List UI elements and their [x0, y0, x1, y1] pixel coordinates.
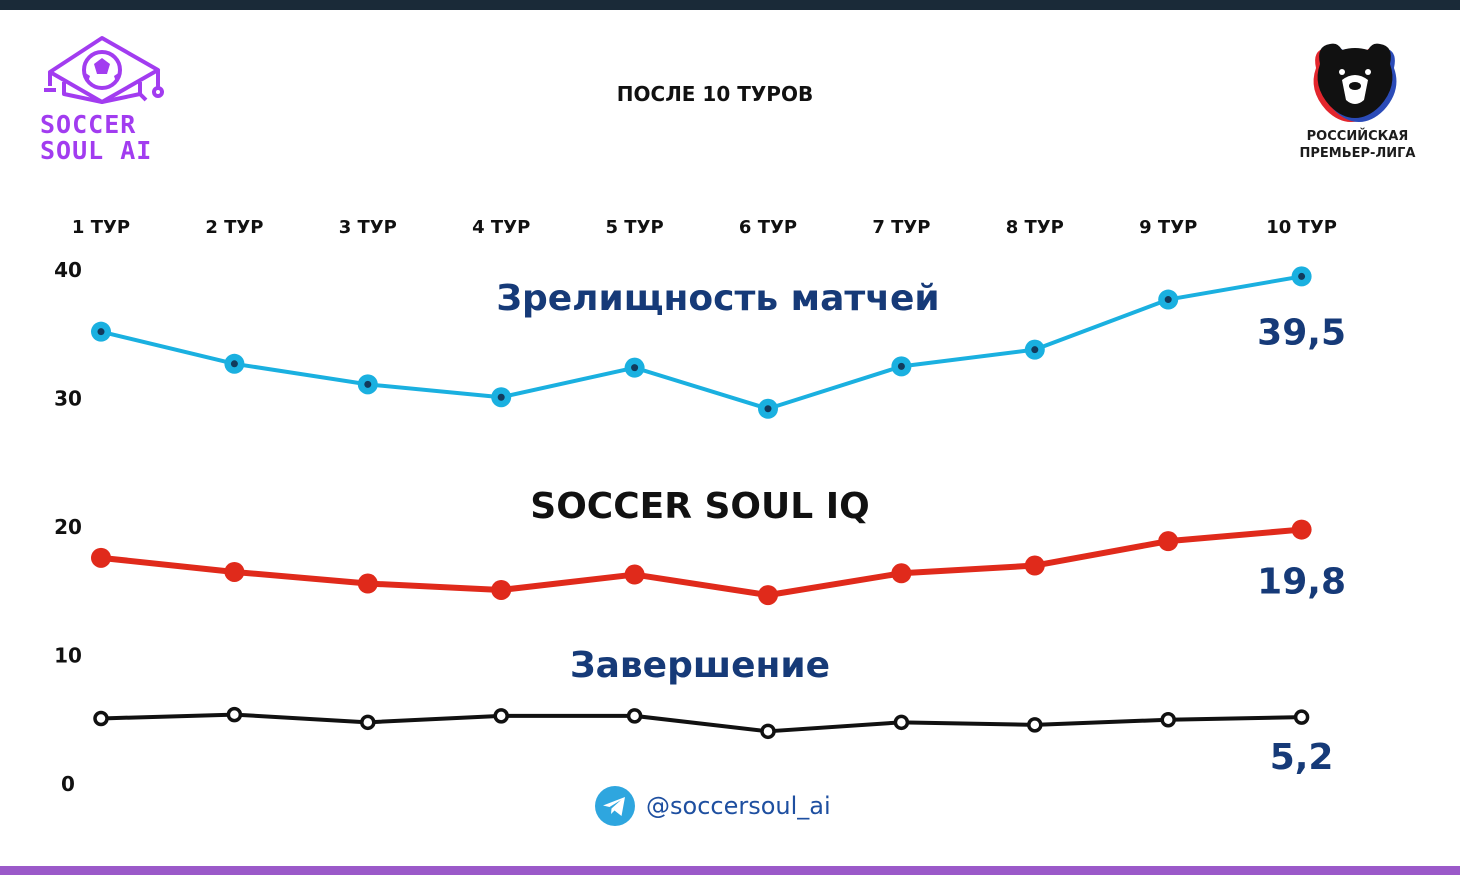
x-tick-label: 7 ТУР [872, 217, 930, 238]
data-point-center [1298, 272, 1306, 280]
telegram-icon [595, 786, 635, 826]
x-tick-label: 2 ТУР [205, 217, 263, 238]
data-point [891, 563, 912, 584]
telegram-link[interactable]: @soccersoul_ai [594, 785, 831, 827]
data-point-center [97, 328, 105, 336]
y-tick-label: 40 [54, 258, 82, 282]
data-point [758, 585, 778, 606]
end-value-label: 19,8 [1257, 562, 1346, 603]
data-point [1293, 709, 1310, 725]
brand-name-line2: SOUL AI [40, 136, 153, 165]
data-point-center [897, 362, 905, 370]
brand-name-line1: SOCCER [40, 110, 137, 139]
series-label: Завершение [570, 645, 830, 686]
end-value-label: 5,2 [1270, 737, 1334, 778]
brand-name: SOCCER SOUL AI [40, 112, 152, 164]
page-title: ПОСЛЕ 10 ТУРОВ [616, 82, 814, 106]
data-point-center [1164, 296, 1172, 304]
data-point [491, 579, 512, 600]
y-tick-label: 0 [61, 772, 75, 796]
data-point-center [764, 405, 772, 413]
top-bar [0, 0, 1460, 10]
data-point [1024, 555, 1045, 576]
series-line [98, 526, 1305, 599]
x-tick-label: 1 ТУР [72, 217, 130, 238]
telegram-handle: @soccersoul_ai [646, 792, 831, 820]
y-tick-label: 30 [54, 387, 82, 411]
data-point [1027, 717, 1043, 733]
data-point-center [497, 393, 505, 401]
data-point [360, 714, 376, 731]
x-tick-label: 8 ТУР [1006, 217, 1064, 238]
premier-league-bear-logo [1313, 43, 1397, 122]
x-tick-label: 3 ТУР [339, 217, 397, 238]
league-name-line1: РОССИЙСКАЯ [1306, 129, 1409, 144]
data-point-center [631, 364, 639, 372]
data-point [224, 561, 245, 582]
x-tick-label: 4 ТУР [472, 217, 530, 238]
data-point [91, 547, 111, 568]
data-point [893, 714, 910, 731]
y-tick-label: 10 [54, 644, 82, 668]
data-point [357, 573, 378, 594]
data-point-center [230, 360, 238, 368]
y-tick-label: 20 [54, 515, 82, 539]
data-point [493, 708, 509, 724]
data-point-center [364, 380, 372, 388]
data-point-center [1031, 346, 1039, 354]
series-label: SOCCER SOUL IQ [530, 486, 869, 527]
data-point [93, 710, 109, 727]
x-tick-label: 6 ТУР [739, 217, 797, 238]
series-label: Зрелищность матчей [496, 278, 939, 319]
x-tick-label: 9 ТУР [1139, 217, 1197, 238]
series-line [99, 712, 1304, 734]
data-point [1291, 519, 1312, 540]
data-point [1160, 712, 1176, 728]
data-point [226, 706, 243, 723]
bottom-bar [0, 866, 1460, 875]
data-point [624, 564, 645, 585]
soccer-soul-logo [44, 36, 164, 104]
data-point [1158, 531, 1179, 552]
end-value-label: 39,5 [1257, 312, 1346, 353]
league-name: РОССИЙСКАЯ ПРЕМЬЕР-ЛИГА [1285, 128, 1430, 162]
x-tick-label: 10 ТУР [1266, 217, 1337, 238]
data-point [760, 723, 776, 740]
series-line [99, 274, 1304, 411]
league-name-line2: ПРЕМЬЕР-ЛИГА [1299, 146, 1416, 161]
data-point [626, 708, 643, 724]
x-tick-label: 5 ТУР [606, 217, 664, 238]
